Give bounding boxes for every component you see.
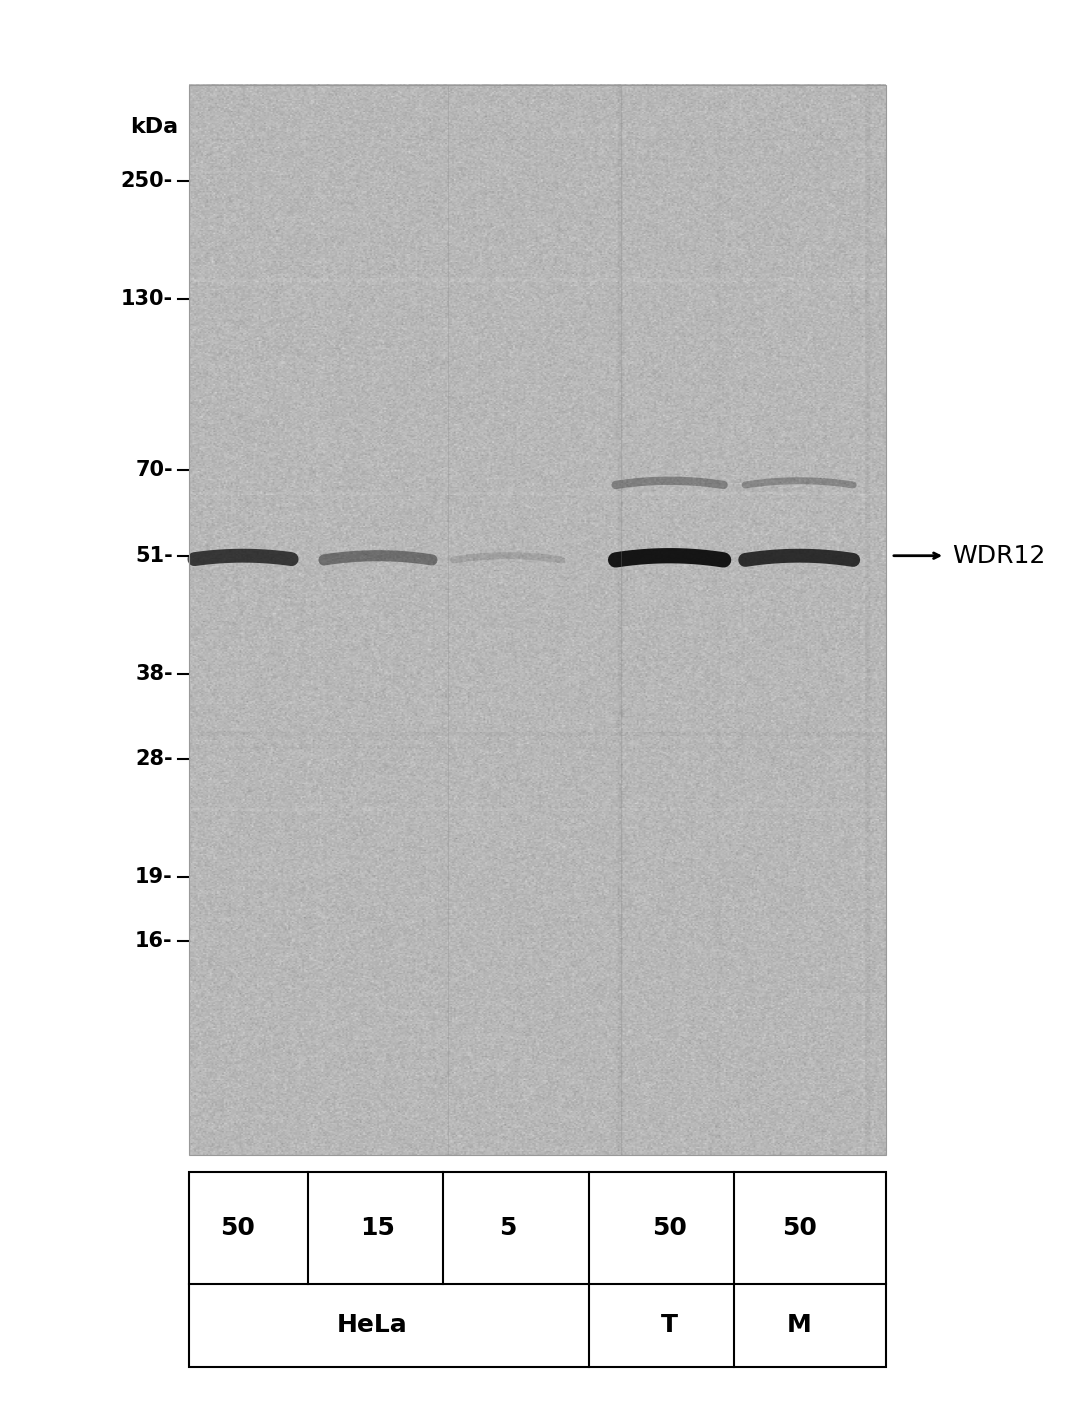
Text: 130-: 130- <box>121 289 173 309</box>
Text: M: M <box>787 1313 811 1337</box>
Text: HeLa: HeLa <box>337 1313 408 1337</box>
Bar <box>189 85 886 1155</box>
Text: T: T <box>661 1313 678 1337</box>
Text: 38-: 38- <box>135 664 173 683</box>
Text: 28-: 28- <box>135 750 173 769</box>
Text: 250-: 250- <box>121 170 173 190</box>
Text: 50: 50 <box>220 1216 255 1240</box>
Bar <box>189 1172 886 1367</box>
Text: 70-: 70- <box>135 461 173 480</box>
Text: 19-: 19- <box>135 867 173 886</box>
Text: 16-: 16- <box>135 931 173 951</box>
Text: 50: 50 <box>652 1216 687 1240</box>
Text: 51-: 51- <box>135 545 173 565</box>
Text: kDa: kDa <box>130 117 178 137</box>
Text: 5: 5 <box>499 1216 516 1240</box>
Text: 15: 15 <box>361 1216 395 1240</box>
Text: WDR12: WDR12 <box>953 544 1045 568</box>
Text: 50: 50 <box>782 1216 816 1240</box>
